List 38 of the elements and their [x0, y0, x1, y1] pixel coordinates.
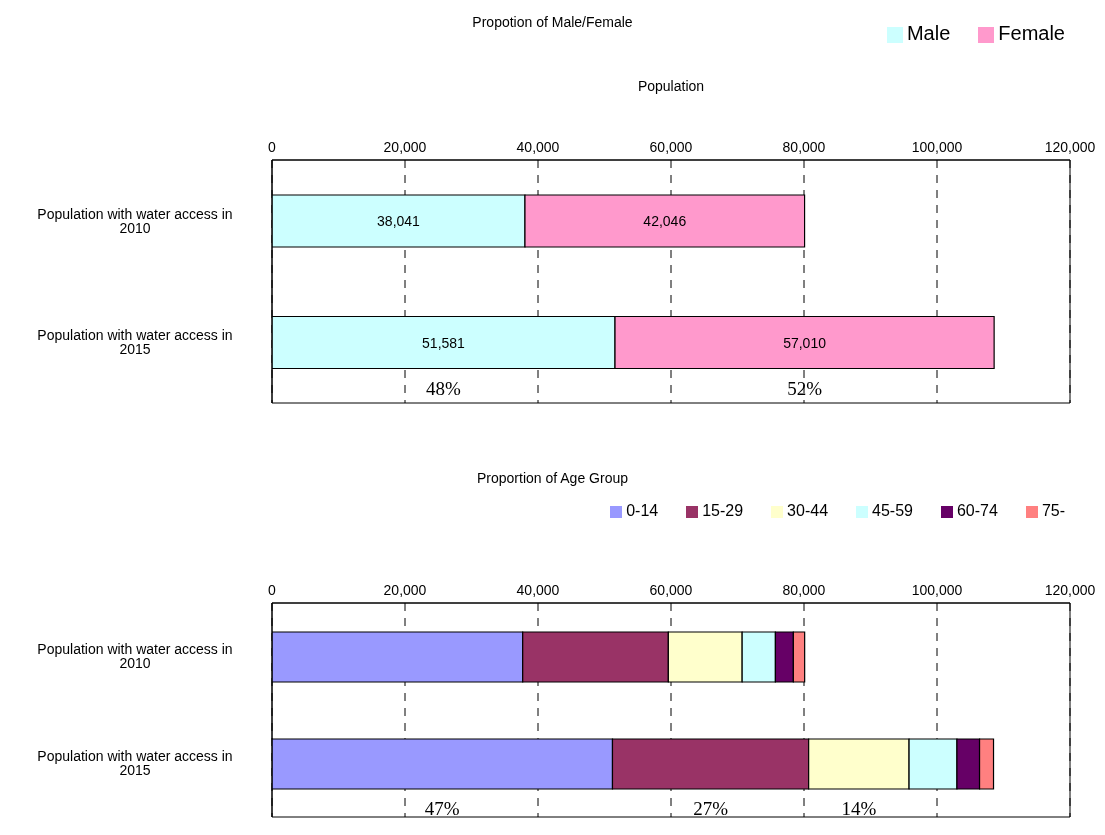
x-tick-label: 0	[268, 582, 277, 598]
data-label: 38,041	[377, 213, 421, 229]
x-tick-label: 80,000	[782, 582, 826, 598]
legend-label: 75-	[1041, 502, 1065, 519]
annotation: 48%	[426, 377, 462, 399]
x-tick-label: 60,000	[649, 139, 693, 155]
data-label: 42,046	[643, 213, 687, 229]
x-tick-label: 60,000	[649, 582, 693, 598]
y-tick-label: Population with water access in 2010	[37, 205, 233, 236]
x-tick-label: 20,000	[383, 582, 427, 598]
y-tick-label: Population with water access in 2015	[37, 748, 233, 779]
legend-label: Female	[998, 22, 1065, 44]
legend-label: 30-44	[787, 502, 829, 519]
y-tick-label: Population with water access in 2015	[37, 327, 233, 358]
legend-label: Male	[906, 22, 951, 44]
x-tick-label: 100,000	[911, 582, 963, 598]
annotation: 14%	[841, 798, 877, 819]
y-tick-label: Population with water access in 2010	[37, 641, 233, 672]
x-tick-label: 100,000	[911, 139, 963, 155]
x-tick-label: 80,000	[782, 139, 826, 155]
data-label: 57,010	[783, 334, 827, 351]
chart-title: Propotion of Male/Female	[472, 14, 633, 30]
legend-label: 0-14	[626, 502, 659, 519]
x-tick-label: 40,000	[516, 139, 560, 155]
legend-label: 15-29	[702, 502, 744, 519]
chart-title: Proportion of Age Group	[476, 470, 629, 486]
x-tick-label: 40,000	[516, 582, 560, 598]
data-label: 51,581	[422, 334, 466, 351]
annotation: 52%	[787, 377, 823, 399]
annotation: 47%	[424, 798, 460, 819]
x-tick-label: 0	[268, 139, 277, 155]
x-tick-label: 120,000	[1044, 139, 1096, 155]
legend-label: 45-59	[872, 502, 913, 519]
legend-label: 60-74	[956, 502, 998, 519]
x-tick-label: 20,000	[383, 139, 427, 155]
annotation: 27%	[693, 798, 729, 819]
x-axis-title: Population	[636, 78, 706, 94]
x-tick-label: 120,000	[1044, 582, 1096, 598]
